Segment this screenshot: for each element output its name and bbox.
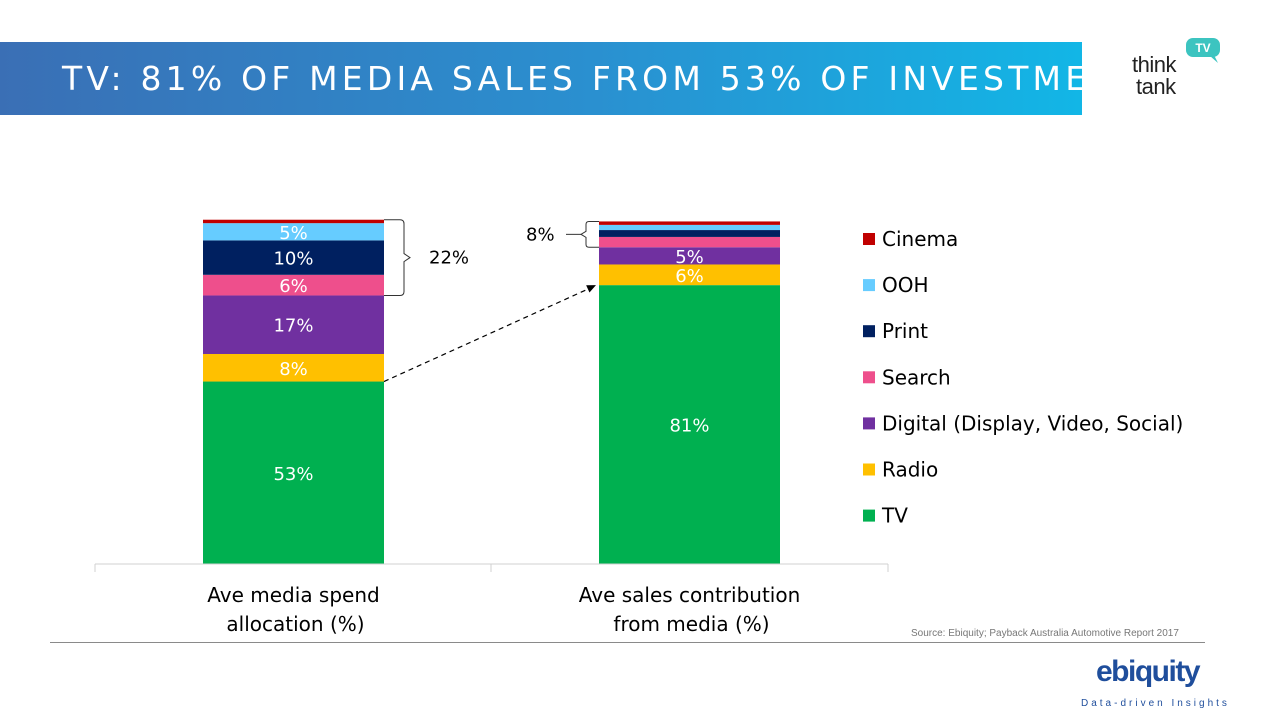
logo-line2: tank bbox=[1136, 74, 1176, 99]
legend-label-search: Search bbox=[882, 365, 951, 389]
ebiquity-tagline: Data-driven Insights bbox=[1081, 698, 1230, 709]
data-label-print-1: 10% bbox=[273, 249, 313, 270]
source-note: Source: Ebiquity; Payback Australia Auto… bbox=[911, 628, 1179, 639]
legend-label-tv: TV bbox=[881, 504, 908, 528]
page-title: TV: 81% OF MEDIA SALES FROM 53% OF INVES… bbox=[62, 59, 1144, 98]
bar-segment-radio-1 bbox=[203, 353, 384, 382]
bar-segment-tv-2 bbox=[599, 285, 780, 564]
bar-segment-search-2 bbox=[599, 236, 780, 248]
data-label-radio-1: 8% bbox=[279, 359, 308, 380]
category-label-2-line-1: Ave sales contribution bbox=[579, 583, 801, 607]
arrow-head bbox=[586, 285, 596, 293]
data-label-tv-2: 81% bbox=[669, 416, 709, 437]
legend-swatch-search bbox=[863, 371, 875, 384]
title-banner: TV: 81% OF MEDIA SALES FROM 53% OF INVES… bbox=[0, 42, 1139, 115]
bar-segment-digital-display-video-social-2 bbox=[599, 247, 780, 265]
bar-segment-tv-1 bbox=[203, 381, 384, 564]
bracket-1 bbox=[384, 219, 411, 296]
footer-divider bbox=[50, 642, 1205, 643]
dashed-arrow-line bbox=[383, 287, 591, 383]
logo-badge: TV bbox=[1195, 41, 1210, 55]
legend-label-ooh: OOH bbox=[882, 273, 929, 297]
legend-label-cinema: Cinema bbox=[882, 227, 958, 251]
stacked-bar-chart: 53%8%17%6%10%5%81%6%5%Ave media spendall… bbox=[94, 219, 1183, 636]
bar-segment-search-1 bbox=[203, 274, 384, 296]
bar-segment-cinema-1 bbox=[203, 219, 384, 224]
legend-label-print: Print bbox=[882, 319, 928, 343]
legend-swatch-tv bbox=[863, 509, 875, 522]
bar-segment-cinema-2 bbox=[599, 221, 780, 225]
legend-swatch-radio bbox=[863, 463, 875, 476]
legend-label-radio: Radio bbox=[882, 458, 938, 482]
category-label-1-line-2: allocation (%) bbox=[226, 612, 364, 636]
data-label-digital-display-video-social-2: 5% bbox=[675, 247, 704, 268]
bracket-2 bbox=[580, 220, 599, 248]
legend-swatch-print bbox=[863, 325, 875, 338]
legend: Cinema OOH Print Search Digital (Display, Vi… bbox=[863, 227, 1183, 528]
legend-label-digital-display-video-social: Digital (Display, Video, Social) bbox=[882, 411, 1183, 435]
tv-bubble-icon: TV bbox=[1186, 38, 1220, 63]
legend-swatch-cinema bbox=[863, 233, 875, 245]
data-label-tv-1: 53% bbox=[273, 464, 313, 485]
bar-segment-radio-2 bbox=[599, 264, 780, 286]
plot-area: 53%8%17%6%10%5%81%6%5%Ave media spendall… bbox=[94, 219, 889, 636]
bar-segment-print-1 bbox=[203, 240, 384, 275]
legend-swatch-digital-display-video-social bbox=[863, 417, 875, 430]
logo-line1: think bbox=[1132, 52, 1176, 77]
bar-segment-ooh-1 bbox=[203, 223, 384, 241]
ebiquity-logo: ebiquity bbox=[1096, 655, 1201, 688]
bar-segment-print-2 bbox=[599, 230, 780, 237]
category-label-2-line-2: from media (%) bbox=[613, 612, 769, 636]
data-label-radio-2: 6% bbox=[675, 266, 704, 287]
thinktv-logo: TV think tank bbox=[1128, 36, 1228, 104]
legend-swatch-ooh bbox=[863, 279, 875, 292]
data-label-ooh-1: 5% bbox=[279, 223, 308, 244]
bracket-label-2: 8% bbox=[526, 224, 555, 245]
data-label-search-1: 6% bbox=[279, 276, 308, 297]
data-label-digital-display-video-social-1: 17% bbox=[273, 316, 313, 337]
bracket-label-1: 22% bbox=[429, 248, 469, 269]
category-label-1-line-1: Ave media spend bbox=[207, 583, 379, 607]
bar-segment-ooh-2 bbox=[599, 224, 780, 231]
bar-segment-digital-display-video-social-1 bbox=[203, 295, 384, 354]
